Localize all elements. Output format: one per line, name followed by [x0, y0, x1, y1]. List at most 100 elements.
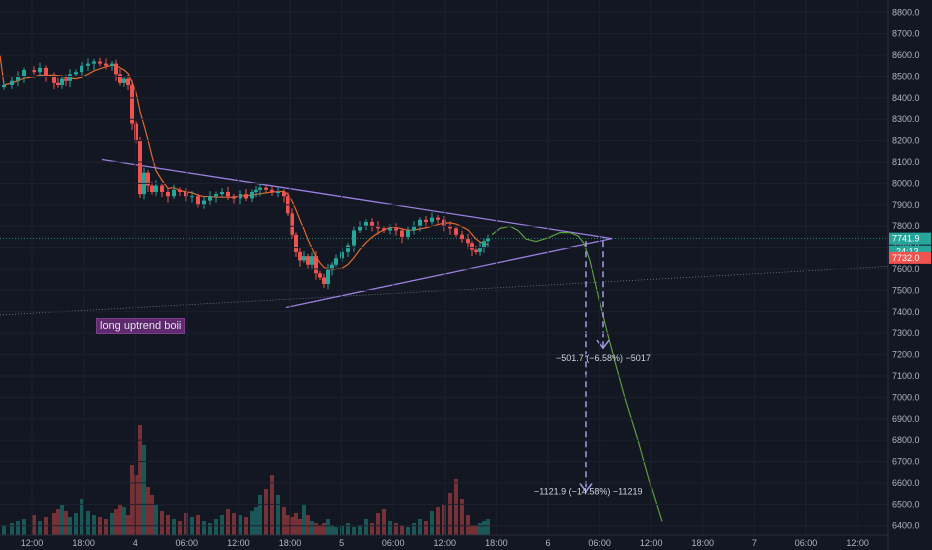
candle-body — [346, 245, 350, 252]
volume-bar — [22, 519, 26, 535]
candle-body — [184, 191, 188, 197]
projection-path — [491, 225, 663, 522]
volume-bar — [436, 507, 440, 535]
countdown-badge: 24:13 — [896, 247, 919, 257]
price-tick-label: 8300.0 — [892, 114, 920, 124]
uptrend-note-label[interactable]: long uptrend boii — [96, 318, 186, 334]
volume-bar — [302, 505, 306, 535]
volume-bar — [60, 505, 64, 535]
volume-bar — [56, 509, 60, 535]
candle-body — [154, 185, 158, 192]
low-price-badge-bg — [889, 251, 931, 264]
volume-bar — [92, 515, 96, 535]
time-axis[interactable]: 12:00 18:00 4 06:00 12:00 18:00 5 06:00 12:00 18:… — [0, 0, 888, 548]
volume-bar — [286, 515, 290, 535]
volume-bar — [114, 509, 118, 535]
candle-body — [430, 217, 434, 222]
time-tick-label: 06:00 — [176, 538, 199, 548]
volume-bar — [482, 521, 486, 535]
candle-body — [290, 213, 294, 235]
volume-bar — [466, 515, 470, 535]
time-tick-label: 06:00 — [382, 538, 405, 548]
candle-body — [326, 269, 330, 284]
candle-body — [412, 226, 416, 231]
candle-body — [220, 191, 224, 195]
time-tick-label: 12:00 — [640, 538, 663, 548]
volume-bar — [202, 521, 206, 535]
candle-body — [2, 85, 6, 88]
time-tick-label: 18:00 — [485, 538, 508, 548]
candle-body — [358, 226, 362, 231]
volume-bar — [326, 519, 330, 535]
price-tick-label: 7500.0 — [892, 285, 920, 295]
volume-bar — [460, 499, 464, 535]
volume-bar — [486, 519, 490, 535]
price-tick-label: 7900.0 — [892, 200, 920, 210]
volume-bar — [16, 521, 20, 535]
price-tick-label: 7300.0 — [892, 328, 920, 338]
candle-body — [460, 234, 464, 240]
volume-bar — [178, 521, 182, 535]
candle-body — [250, 191, 254, 199]
volume-bar — [130, 465, 134, 535]
candle-body — [436, 217, 440, 220]
candle-body — [74, 72, 78, 75]
volume-bar — [310, 521, 314, 535]
price-tick-label: 8600.0 — [892, 50, 920, 60]
volume-bar — [196, 515, 200, 535]
candle-body — [134, 123, 138, 141]
volume-bar — [442, 505, 446, 535]
price-tick-label: 8700.0 — [892, 29, 920, 39]
candlesticks — [2, 57, 490, 290]
candle-body — [104, 63, 108, 66]
candle-body — [282, 191, 286, 197]
volume-bar — [232, 513, 236, 535]
volume-bar — [478, 523, 482, 535]
time-tick-label: 12:00 — [434, 538, 457, 548]
price-tick-label: 8100.0 — [892, 157, 920, 167]
time-tick-label: 4 — [133, 538, 138, 548]
volume-bar — [64, 511, 68, 535]
time-tick-label: 18:00 — [692, 538, 715, 548]
candle-body — [226, 191, 230, 197]
volume-bar — [318, 525, 322, 535]
volume-bar — [250, 511, 254, 535]
candle-body — [118, 74, 122, 83]
candle-body — [160, 185, 164, 192]
candle-body — [270, 189, 274, 192]
candle-body — [406, 230, 410, 237]
price-tick-label: 7400.0 — [892, 307, 920, 317]
candle-body — [400, 230, 404, 237]
candle-body — [294, 234, 298, 252]
volume-bar — [80, 499, 84, 535]
time-tick-label: 18:00 — [72, 538, 95, 548]
candle-body — [478, 247, 482, 252]
volume-bar — [346, 523, 350, 535]
volume-bar — [270, 475, 274, 535]
candle-body — [442, 219, 446, 227]
candle-body — [110, 63, 114, 66]
candle-body — [64, 78, 68, 81]
volume-bar — [138, 425, 142, 535]
candle-body — [238, 194, 242, 199]
volume-bar — [334, 527, 338, 535]
volume-bar — [214, 519, 218, 535]
triangle-upper-line — [101, 158, 613, 240]
candle-body — [232, 196, 236, 199]
volume-bar — [160, 511, 164, 535]
candle-body — [318, 273, 322, 278]
time-tick-label: 06:00 — [795, 538, 818, 548]
volume-bar — [220, 515, 224, 535]
candle-body — [376, 226, 380, 229]
candle-body — [32, 70, 36, 73]
price-tick-label: 8500.0 — [892, 71, 920, 81]
volume-bar — [454, 479, 458, 535]
candle-body — [138, 140, 142, 195]
volume-bar — [382, 509, 386, 535]
candle-body — [38, 67, 42, 73]
candle-body — [56, 82, 60, 86]
candle-body — [466, 239, 470, 244]
volume-bar — [146, 487, 150, 535]
